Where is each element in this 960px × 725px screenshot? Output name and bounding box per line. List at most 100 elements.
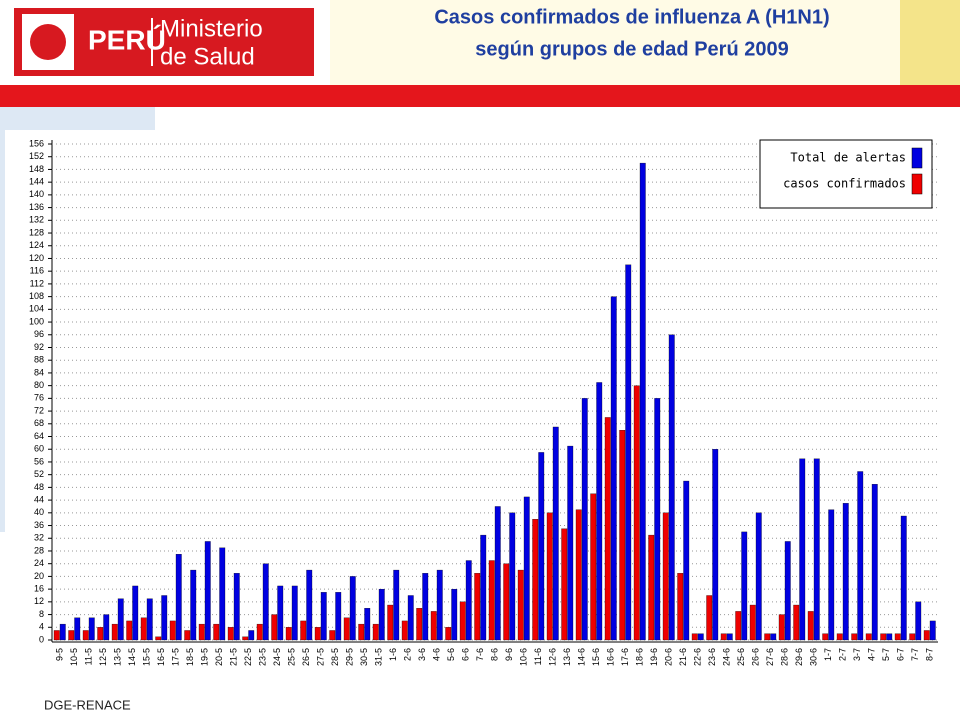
- x-tick-label: 2-6: [402, 648, 412, 661]
- x-tick-label: 14-5: [127, 648, 137, 666]
- x-tick-label: 17-6: [620, 648, 630, 666]
- red-band: [0, 85, 960, 107]
- x-tick-label: 18-5: [185, 648, 195, 666]
- x-tick-label: 20-5: [214, 648, 224, 666]
- bar: [494, 506, 501, 641]
- y-tick-label: 104: [29, 304, 44, 314]
- x-tick-label: 27-6: [765, 648, 775, 666]
- x-tick-label: 12-5: [98, 648, 108, 666]
- bar: [683, 480, 690, 641]
- y-tick-label: 140: [29, 189, 44, 199]
- bar: [764, 633, 771, 641]
- bar: [407, 595, 414, 641]
- bar: [561, 528, 568, 641]
- y-tick-label: 108: [29, 291, 44, 301]
- bar: [393, 569, 400, 641]
- y-tick-label: 136: [29, 202, 44, 212]
- bar: [146, 598, 153, 641]
- bar: [575, 509, 582, 641]
- y-tick-label: 96: [34, 329, 44, 339]
- x-tick-label: 1-7: [823, 648, 833, 661]
- bar: [662, 512, 669, 641]
- bar: [720, 633, 727, 641]
- y-tick-label: 28: [34, 545, 44, 555]
- x-tick-label: 5-6: [446, 648, 456, 661]
- x-tick-label: 24-5: [272, 648, 282, 666]
- bar: [532, 519, 539, 641]
- y-tick-label: 128: [29, 227, 44, 237]
- y-tick-label: 152: [29, 151, 44, 161]
- bar: [372, 623, 379, 641]
- bar: [111, 623, 118, 641]
- bar: [401, 620, 408, 641]
- x-tick-label: 7-7: [910, 648, 920, 661]
- bar: [97, 627, 104, 641]
- bar: [82, 630, 89, 641]
- bar: [213, 623, 220, 641]
- bar: [204, 541, 211, 641]
- x-tick-label: 22-5: [243, 648, 253, 666]
- x-tick-label: 25-6: [736, 648, 746, 666]
- bar: [436, 569, 443, 641]
- bar: [842, 503, 849, 641]
- x-tick-label: 19-6: [649, 648, 659, 666]
- y-tick-label: 148: [29, 164, 44, 174]
- bar: [619, 430, 626, 641]
- bar: [793, 604, 800, 641]
- bar: [677, 573, 684, 641]
- bar: [306, 569, 313, 641]
- x-tick-label: 10-6: [518, 648, 528, 666]
- bar: [836, 633, 843, 641]
- y-tick-label: 84: [34, 367, 44, 377]
- x-tick-label: 19-5: [199, 648, 209, 666]
- bar: [639, 162, 646, 641]
- legend-label: casos confirmados: [783, 177, 906, 191]
- bar: [741, 531, 748, 641]
- bar: [277, 585, 284, 641]
- y-tick-label: 8: [39, 609, 44, 619]
- bar: [706, 595, 713, 641]
- x-tick-label: 29-5: [344, 648, 354, 666]
- bar: [770, 633, 777, 641]
- x-tick-label: 30-6: [808, 648, 818, 666]
- bar: [155, 636, 162, 641]
- x-tick-label: 13-5: [112, 648, 122, 666]
- bar: [126, 620, 133, 641]
- bar: [552, 426, 559, 641]
- bar: [807, 611, 814, 641]
- y-tick-label: 72: [34, 405, 44, 415]
- bar: [915, 601, 922, 641]
- bar: [610, 296, 617, 641]
- x-tick-label: 13-6: [562, 648, 572, 666]
- bar: [248, 630, 255, 641]
- bar: [813, 458, 820, 641]
- bar: [691, 633, 698, 641]
- x-tick-label: 18-6: [634, 648, 644, 666]
- logo-line2: de Salud: [160, 43, 255, 70]
- x-tick-label: 10-5: [69, 648, 79, 666]
- bar: [343, 617, 350, 641]
- bar: [880, 633, 887, 641]
- x-tick-label: 3-7: [852, 648, 862, 661]
- y-tick-label: 0: [39, 634, 44, 644]
- bar: [242, 636, 249, 641]
- x-tick-label: 4-7: [866, 648, 876, 661]
- bar: [53, 630, 60, 641]
- bar: [857, 471, 864, 641]
- y-tick-label: 156: [29, 138, 44, 148]
- y-tick-label: 68: [34, 418, 44, 428]
- x-tick-label: 23-5: [257, 648, 267, 666]
- header-band: [330, 0, 960, 85]
- y-tick-label: 112: [30, 278, 44, 288]
- x-tick-label: 9-5: [54, 648, 64, 661]
- x-tick-label: 21-6: [678, 648, 688, 666]
- bar: [523, 496, 530, 641]
- bar: [488, 560, 495, 641]
- bar: [430, 611, 437, 641]
- y-tick-label: 64: [34, 431, 44, 441]
- bar: [909, 633, 916, 641]
- chart-title: Casos confirmados de influenza A (H1N1): [434, 6, 829, 28]
- bar: [668, 334, 675, 641]
- bar: [546, 512, 553, 641]
- bar: [68, 630, 75, 641]
